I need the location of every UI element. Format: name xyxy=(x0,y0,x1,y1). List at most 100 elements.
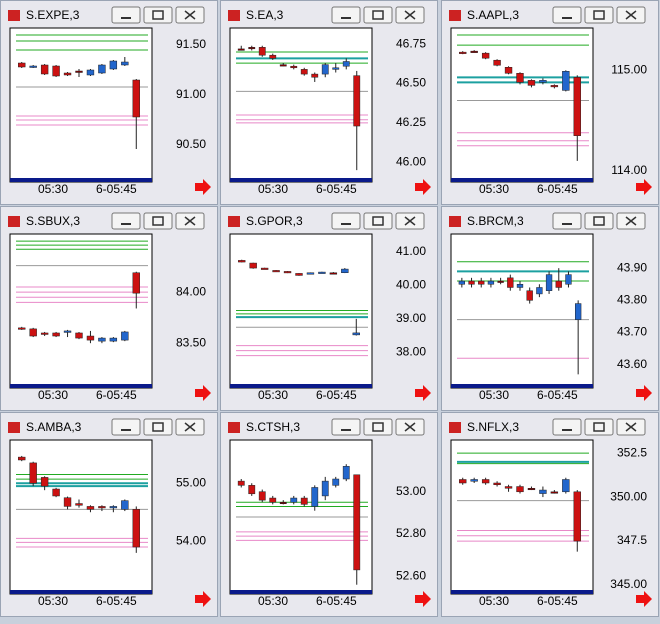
x-label: 6-05:45 xyxy=(537,182,578,196)
candle-body xyxy=(52,65,60,77)
maximize-button[interactable] xyxy=(363,418,393,436)
maximize-button[interactable] xyxy=(143,6,173,24)
scroll-arrow[interactable] xyxy=(636,179,652,195)
max-glyph xyxy=(593,422,605,432)
time-bar xyxy=(10,590,152,594)
x-label: 6-05:45 xyxy=(96,182,137,196)
candle-body xyxy=(545,274,553,291)
candle-body xyxy=(300,69,308,75)
candle-body xyxy=(555,280,562,288)
chart-window: S.BRCM,3 43.90 43.80 43.70 43.60 05:30 6-05:45 xyxy=(441,206,659,411)
window-title: S.NFLX,3 xyxy=(467,420,519,434)
minimize-button[interactable] xyxy=(111,6,141,24)
close-glyph xyxy=(404,216,416,226)
candle-body xyxy=(248,485,256,495)
candle-body xyxy=(290,65,298,69)
time-bar xyxy=(451,384,593,388)
scroll-arrow[interactable] xyxy=(195,179,211,195)
plot-area xyxy=(9,233,153,389)
candle-body xyxy=(52,332,60,337)
minimize-button[interactable] xyxy=(552,418,582,436)
window-title: S.BRCM,3 xyxy=(467,214,524,228)
minimize-button[interactable] xyxy=(331,212,361,230)
close-glyph xyxy=(184,216,196,226)
window-title: S.EXPE,3 xyxy=(26,8,80,22)
minimize-button[interactable] xyxy=(331,6,361,24)
window-title: S.EA,3 xyxy=(246,8,284,22)
y-tick-label: 43.70 xyxy=(617,325,647,339)
candle-body xyxy=(481,52,490,59)
close-glyph xyxy=(625,216,637,226)
candle-body xyxy=(249,262,257,269)
candle-body xyxy=(237,480,245,486)
y-tick-label: 43.60 xyxy=(617,357,647,371)
chart-window: S.AMBA,3 55.00 54.00 05:30 6-05:45 xyxy=(0,412,218,617)
time-bar xyxy=(230,590,372,594)
maximize-button[interactable] xyxy=(584,212,614,230)
minimize-button[interactable] xyxy=(552,212,582,230)
candle-body xyxy=(332,478,340,486)
time-bar xyxy=(10,178,152,182)
minimize-button[interactable] xyxy=(111,418,141,436)
scroll-arrow[interactable] xyxy=(195,385,211,401)
candle-body xyxy=(29,65,37,68)
y-tick-label: 91.50 xyxy=(176,37,206,51)
close-glyph xyxy=(625,10,637,20)
candle-body xyxy=(109,60,118,70)
candle-body xyxy=(52,488,60,497)
time-bar xyxy=(451,178,593,182)
candle-body xyxy=(516,486,524,493)
minimize-button[interactable] xyxy=(111,212,141,230)
candle-body xyxy=(269,497,277,503)
app-icon xyxy=(228,422,240,433)
candle-body xyxy=(459,479,467,484)
y-tick-label: 91.00 xyxy=(176,87,206,101)
plot-area xyxy=(450,27,594,183)
candle-body xyxy=(493,482,501,486)
maximize-button[interactable] xyxy=(143,212,173,230)
y-tick-label: 46.50 xyxy=(396,76,426,90)
app-icon xyxy=(228,216,240,227)
candle-body xyxy=(279,64,287,67)
scroll-arrow[interactable] xyxy=(415,179,431,195)
candle-body xyxy=(98,337,106,342)
x-label: 6-05:45 xyxy=(537,594,578,608)
y-tick-label: 43.90 xyxy=(617,260,647,274)
x-label: 05:30 xyxy=(479,594,509,608)
maximize-button[interactable] xyxy=(143,418,173,436)
maximize-button[interactable] xyxy=(584,418,614,436)
scroll-arrow[interactable] xyxy=(636,591,652,607)
candle-body xyxy=(132,272,140,294)
app-icon xyxy=(8,422,20,433)
close-glyph xyxy=(404,422,416,432)
maximize-button[interactable] xyxy=(363,6,393,24)
plot-area xyxy=(450,439,594,595)
close-glyph xyxy=(184,422,196,432)
minimize-button[interactable] xyxy=(552,6,582,24)
x-label: 05:30 xyxy=(479,182,509,196)
candle-body xyxy=(29,462,37,484)
y-tick-label: 46.75 xyxy=(396,36,426,50)
candle-body xyxy=(481,479,490,484)
x-label: 05:30 xyxy=(38,594,68,608)
scroll-arrow[interactable] xyxy=(636,385,652,401)
time-bar xyxy=(451,590,593,594)
maximize-button[interactable] xyxy=(584,6,614,24)
y-tick-label: 55.00 xyxy=(176,475,206,489)
candle-body xyxy=(75,70,83,73)
candle-body xyxy=(279,502,287,505)
candle-body xyxy=(468,280,475,285)
scroll-arrow[interactable] xyxy=(415,591,431,607)
candle-body xyxy=(40,332,49,335)
candle-body xyxy=(504,67,513,74)
scroll-arrow[interactable] xyxy=(415,385,431,401)
candle-body xyxy=(237,48,245,51)
candle-body xyxy=(258,491,266,501)
candle-body xyxy=(574,303,582,320)
candle-body xyxy=(550,85,559,88)
minimize-button[interactable] xyxy=(331,418,361,436)
y-tick-label: 114.00 xyxy=(611,163,647,177)
maximize-button[interactable] xyxy=(363,212,393,230)
scroll-arrow[interactable] xyxy=(195,591,211,607)
